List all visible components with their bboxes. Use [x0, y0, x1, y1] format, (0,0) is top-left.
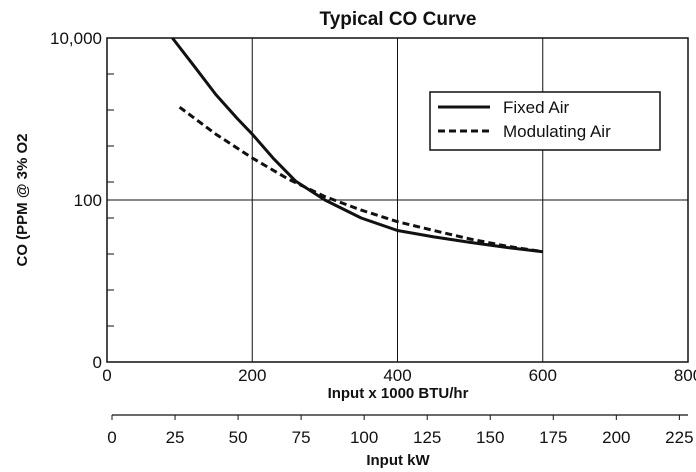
- secondary-axis-ticks: 0 25 50 75 100 125 150 175 200 225: [107, 415, 694, 447]
- secondary-axis-tick-label: 100: [350, 428, 378, 447]
- secondary-axis-tick-label: 125: [413, 428, 441, 447]
- series-lines: [171, 37, 544, 254]
- x-tick-label: 800: [674, 366, 696, 385]
- secondary-axis-tick-label: 225: [665, 428, 693, 447]
- secondary-axis-title: Input kW: [366, 452, 430, 469]
- secondary-axis-tick-label: 150: [476, 428, 504, 447]
- svg-text:CO (PPM @ 3% O2: CO (PPM @ 3% O2: [14, 134, 31, 267]
- chart-title: Typical CO Curve: [320, 9, 477, 30]
- y-tick-labels: 0 100 10,000: [50, 29, 102, 372]
- secondary-axis-tick-label: 50: [229, 428, 248, 447]
- grid: [107, 38, 688, 362]
- x-axis-title: Input x 1000 BTU/hr: [328, 385, 469, 402]
- secondary-axis-tick-label: 75: [292, 428, 311, 447]
- legend-label-modulating-air: Modulating Air: [503, 122, 611, 141]
- y-axis-title: CO (PPM @ 3% O2: [14, 134, 31, 267]
- y-minor-ticks: [107, 73, 114, 327]
- y-tick-label: 10,000: [50, 29, 102, 48]
- legend-box: [429, 91, 661, 151]
- secondary-axis-tick-label: 0: [107, 428, 116, 447]
- y-tick-label: 100: [74, 191, 102, 210]
- secondary-axis-tick-label: 200: [602, 428, 630, 447]
- plot-frame: [106, 37, 689, 363]
- series-line-modulating-air: [178, 105, 544, 254]
- x-tick-labels: 0 200 400 600 800: [102, 366, 696, 385]
- x-tick-label: 0: [102, 366, 111, 385]
- secondary-axis-tick-label: 175: [539, 428, 567, 447]
- y-axis-title-text: CO (PPM @ 3% O2: [14, 134, 31, 267]
- x-tick-label: 400: [383, 366, 411, 385]
- legend: Fixed Air Modulating Air: [429, 91, 661, 151]
- secondary-axis-tick-label: 25: [166, 428, 185, 447]
- y-tick-label: 0: [93, 353, 102, 372]
- x-tick-label: 200: [238, 366, 266, 385]
- x-tick-label: 600: [529, 366, 557, 385]
- legend-label-fixed-air: Fixed Air: [503, 98, 569, 117]
